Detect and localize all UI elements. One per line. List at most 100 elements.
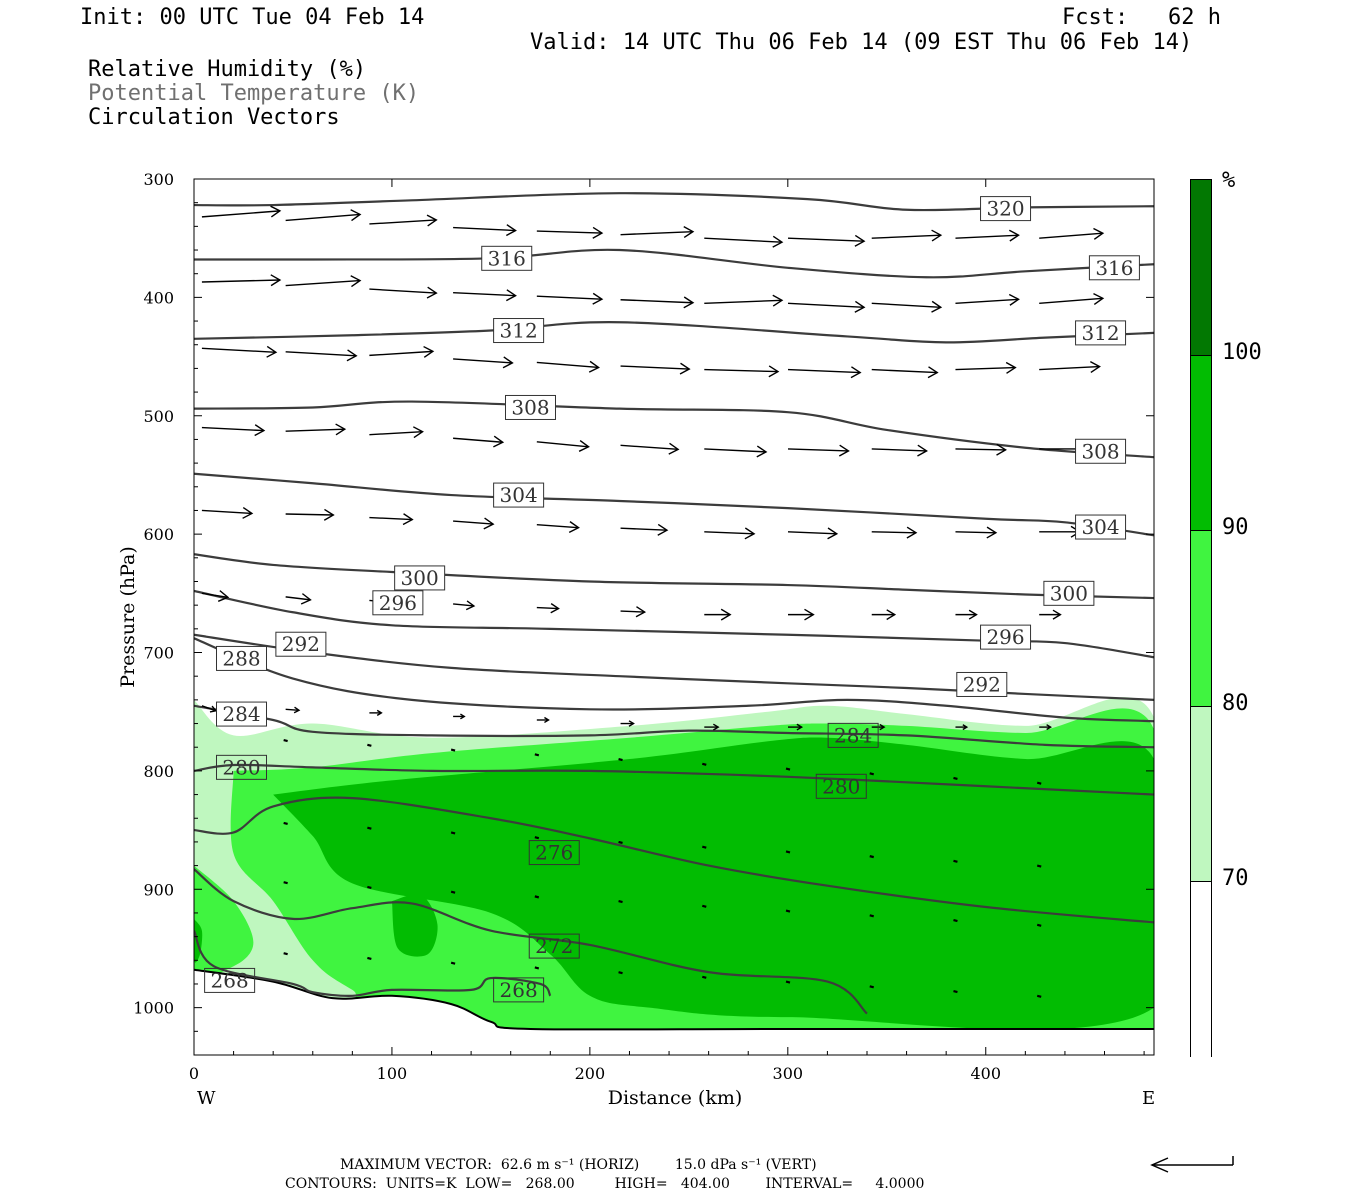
theta-contour-284	[194, 704, 1154, 749]
circulation-vector	[620, 606, 647, 618]
circulation-vector	[367, 826, 372, 830]
circulation-vector	[450, 748, 456, 752]
field-rh-label: Relative Humidity (%)	[88, 57, 367, 82]
contour-label-296: 296	[379, 591, 417, 615]
rh-region-90	[273, 737, 1154, 1030]
contour-label-292: 292	[282, 632, 320, 656]
reference-vector-icon	[1150, 1156, 1234, 1173]
colorbar-band	[1191, 880, 1211, 1057]
circulation-vector	[955, 443, 1007, 456]
circulation-vector	[536, 716, 550, 724]
circulation-vector	[704, 608, 732, 621]
terrain-mask	[194, 968, 1154, 1055]
circulation-vector	[618, 757, 623, 762]
contour-label-box	[528, 933, 580, 959]
contour-label-box	[372, 590, 424, 616]
contour-label-300: 300	[1050, 581, 1088, 605]
circulation-vector	[283, 821, 288, 826]
contour-label-box	[1043, 580, 1095, 606]
circulation-vector	[704, 294, 784, 307]
colorbar-band	[1191, 705, 1211, 882]
circulation-vector	[620, 362, 691, 375]
circulation-vector	[702, 845, 707, 849]
circulation-vector	[620, 296, 695, 309]
colorbar	[1190, 179, 1212, 1057]
circulation-vector	[785, 980, 791, 984]
theta-contour-280	[194, 763, 1154, 796]
y-tick-label: 1000	[133, 999, 174, 1018]
circulation-vector	[1036, 864, 1042, 868]
field-vectors-label: Circulation Vectors	[88, 105, 340, 130]
circulation-vector	[704, 365, 780, 378]
x-tick-label: 0	[189, 1064, 199, 1083]
circulation-vector	[536, 360, 600, 373]
circulation-vector	[285, 706, 301, 714]
circulation-vectors	[201, 205, 1105, 998]
x-tick-label: 300	[773, 1064, 804, 1083]
circulation-vector	[534, 895, 540, 899]
west-label: W	[197, 1088, 216, 1109]
circulation-vector	[871, 300, 943, 313]
contour-label-box	[827, 722, 879, 748]
circulation-vector	[955, 526, 998, 539]
circulation-vector	[201, 705, 218, 713]
circulation-vector	[201, 345, 278, 358]
circulation-vector	[869, 772, 875, 776]
contour-label-284: 284	[222, 702, 260, 726]
circulation-vector	[201, 506, 254, 519]
contour-label-box	[980, 624, 1032, 650]
contour-label-box	[204, 967, 256, 993]
contour-label-284: 284	[834, 723, 872, 747]
x-tick-label: 400	[970, 1064, 1001, 1083]
theta-contour-300	[194, 553, 1154, 600]
axes: 0 100 200 300 400 300 400 500 600 700 800 900 1000	[133, 170, 1154, 1083]
circulation-vector	[536, 292, 604, 305]
circulation-vector	[534, 836, 540, 840]
circulation-vector	[367, 743, 372, 747]
rh-region-80	[194, 865, 254, 978]
terrain-line	[194, 968, 1154, 1031]
contour-label-280: 280	[222, 755, 260, 779]
valid-time: Valid: 14 UTC Thu 06 Feb 14 (09 EST Thu …	[530, 30, 1193, 55]
x-axis-title: Distance (km)	[608, 1087, 743, 1109]
contour-label-box	[216, 645, 268, 671]
circulation-vector	[285, 275, 362, 288]
below-ground-area	[194, 969, 1154, 1055]
x-tick-label: 200	[575, 1064, 606, 1083]
contour-label-304: 304	[500, 483, 538, 507]
x-tick-label: 100	[377, 1064, 408, 1083]
colorbar-band	[1191, 355, 1211, 532]
plot-frame	[193, 178, 1155, 1056]
circulation-vector	[1036, 923, 1042, 927]
circulation-vector	[871, 526, 918, 539]
theta-contour-268	[194, 930, 552, 997]
circulation-vector	[955, 609, 978, 620]
contour-label-box	[493, 482, 545, 508]
circulation-vector	[955, 724, 969, 731]
circulation-vector	[369, 214, 438, 227]
colorbar-unit: %	[1222, 168, 1236, 193]
circulation-vector	[869, 914, 875, 918]
circulation-vector	[869, 855, 875, 859]
contour-label-272: 272	[535, 934, 573, 958]
circulation-vector	[702, 904, 707, 908]
contour-label-box	[493, 977, 545, 1003]
circulation-vector	[201, 424, 266, 437]
circulation-vector	[450, 890, 456, 894]
circulation-vector	[787, 234, 866, 247]
contour-label-312: 312	[500, 319, 538, 343]
circulation-vector	[620, 523, 669, 536]
circulation-vector	[369, 345, 435, 358]
y-tick-label: 900	[143, 880, 174, 899]
circulation-vector	[369, 426, 424, 439]
theta-contour-288	[194, 637, 1154, 723]
contour-label-box	[815, 773, 867, 799]
colorbar-tick-label: 100	[1222, 340, 1262, 366]
contour-label-box	[1075, 514, 1127, 540]
theta-contour-292	[194, 633, 1154, 701]
circulation-vector	[618, 900, 623, 904]
circulation-vector	[453, 224, 517, 237]
circulation-vector	[618, 840, 623, 844]
circulation-vector	[1039, 609, 1062, 620]
contour-label-box	[394, 565, 446, 591]
